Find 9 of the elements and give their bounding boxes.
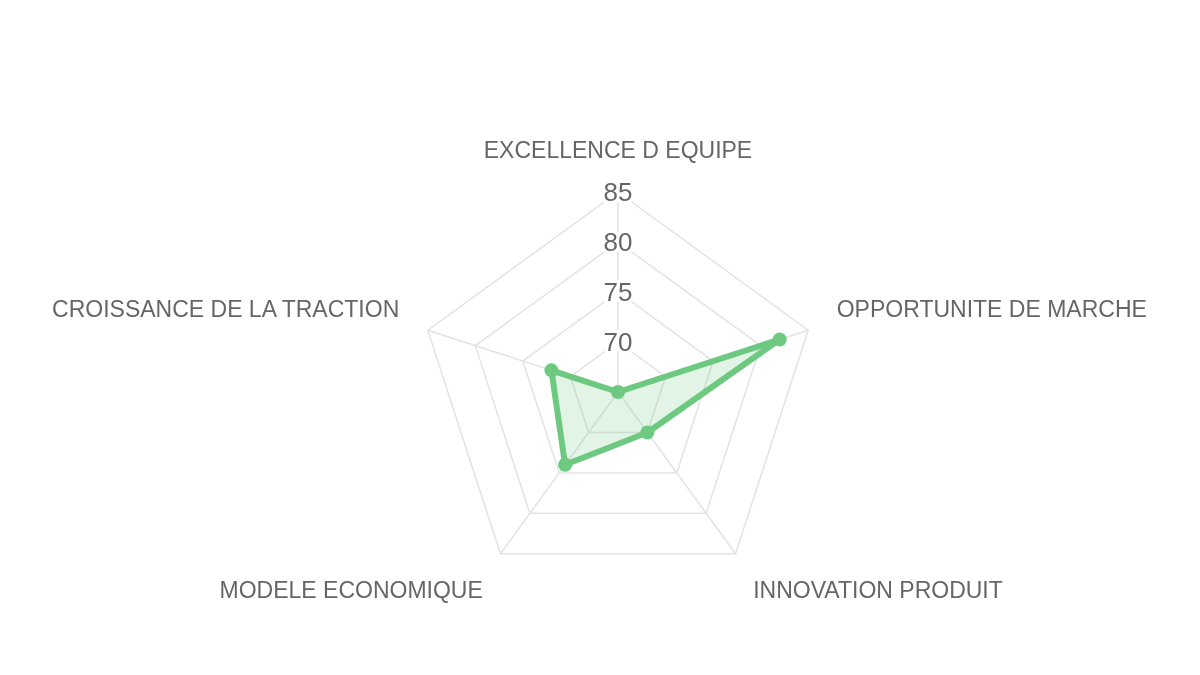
y-tick-label: 85 (603, 177, 633, 207)
spoke-label: INNOVATION PRODUIT (753, 577, 1003, 604)
spoke-label: MODELE ECONOMIQUE (219, 577, 483, 604)
y-tick-label: 75 (603, 277, 633, 307)
spoke-label: CROISSANCE DE LA TRACTION (52, 295, 400, 322)
spoke-label: OPPORTUNITE DE MARCHE (836, 295, 1147, 322)
spoke-label: EXCELLENCE D EQUIPE (483, 137, 753, 163)
y-tick-label: 80 (603, 227, 633, 257)
y-tick-label: 70 (603, 327, 633, 357)
